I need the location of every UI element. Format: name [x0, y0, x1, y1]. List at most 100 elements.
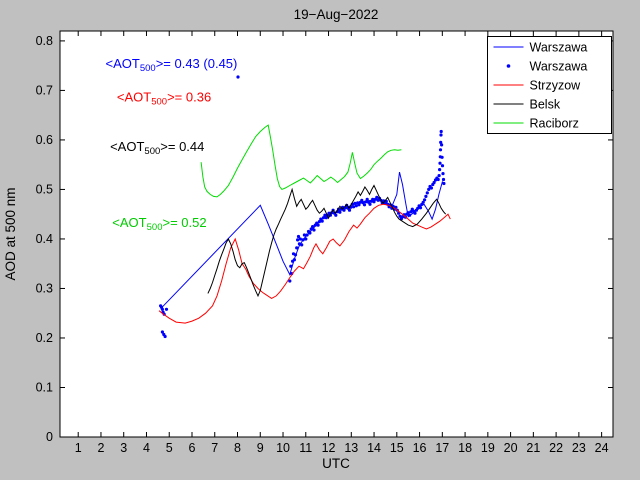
series-warszawa-dots-marker: [354, 204, 358, 208]
series-warszawa-dots-marker: [160, 330, 164, 334]
series-warszawa-dots-marker: [320, 219, 324, 223]
series-warszawa-dots-marker: [352, 205, 356, 209]
x-tick-label: 22: [549, 441, 563, 455]
x-tick-label: 3: [120, 441, 127, 455]
series-warszawa-dots-marker: [439, 129, 443, 134]
series-warszawa-dots-marker: [418, 206, 423, 210]
series-warszawa-dots-marker: [288, 279, 292, 283]
axes-box: [59, 30, 614, 438]
y-tick-label: 0.6: [36, 133, 53, 147]
x-tick-label: 9: [257, 441, 264, 455]
annotation-mean-raciborz: <AOT500>= 0.52: [112, 215, 206, 233]
x-tick-label: 8: [234, 441, 241, 455]
series-warszawa-dots-marker: [357, 203, 361, 207]
series-warszawa-dots-marker: [317, 220, 321, 224]
series-warszawa-dots-marker: [413, 211, 417, 215]
x-tick-label: 4: [143, 441, 150, 455]
x-tick-label: 19: [481, 441, 495, 455]
x-tick-label: 20: [504, 441, 518, 455]
series-warszawa-dots-marker: [440, 155, 444, 159]
series-warszawa-dots-marker: [442, 181, 446, 186]
series-warszawa-dots-marker: [424, 194, 428, 198]
series-warszawa-dots-marker: [321, 216, 326, 220]
series-warszawa-dots-marker: [432, 180, 436, 185]
x-tick-label: 1: [75, 441, 82, 455]
legend-label: Warszawa: [530, 41, 588, 55]
series-warszawa-dots-marker: [236, 75, 240, 79]
annotation-mean-warszawa: <AOT500>= 0.43 (0.45): [106, 56, 238, 74]
series-warszawa-dots-marker: [364, 200, 368, 204]
series-warszawa-dots-marker: [311, 225, 315, 229]
series-warszawa-dots-marker: [360, 198, 364, 202]
x-tick-label: 15: [390, 441, 404, 455]
legend-label: Belsk: [530, 98, 561, 112]
series-warszawa-dots-marker: [164, 307, 169, 311]
legend-marker-sample: [506, 64, 511, 68]
x-tick-label: 21: [526, 441, 540, 455]
series-warszawa-dots-marker: [438, 161, 442, 165]
series-warszawa-dots-marker: [436, 177, 440, 182]
series-warszawa-dots-marker: [437, 174, 441, 178]
series-warszawa-dots-marker: [371, 197, 375, 201]
series-warszawa-dots-marker: [163, 334, 167, 339]
series-warszawa-dots-marker: [289, 264, 293, 268]
series-warszawa-dots-marker: [308, 231, 312, 235]
series-warszawa-dots-marker: [438, 168, 442, 172]
x-tick-label: 11: [299, 441, 312, 455]
x-tick-label: 12: [322, 441, 336, 455]
series-warszawa-dots-marker: [440, 143, 444, 147]
x-axis-label: UTC: [322, 456, 350, 471]
series-warszawa-dots-marker: [295, 246, 299, 250]
series-warszawa-dots-marker: [324, 216, 328, 220]
legend-label: Warszawa: [530, 60, 588, 74]
y-tick-label: 0.4: [36, 232, 53, 246]
x-tick-label: 18: [458, 441, 472, 455]
series-belsk: [207, 184, 447, 298]
series-warszawa-dots-marker: [375, 195, 379, 199]
series-warszawa-dots-marker: [372, 200, 376, 204]
annotation-mean-belsk: <AOT500>= 0.44: [110, 139, 204, 157]
series-warszawa-dots-marker: [316, 223, 320, 227]
chart-title: 19−Aug−2022: [294, 7, 379, 22]
series-warszawa-dots-marker: [423, 198, 427, 202]
y-tick-label: 0.2: [36, 331, 53, 345]
series-warszawa-dots-marker: [416, 206, 420, 210]
y-tick-label: 0.1: [36, 380, 53, 394]
x-tick-label: 2: [97, 441, 104, 455]
series-raciborz: [200, 124, 402, 198]
series-warszawa-dots-marker: [409, 210, 413, 214]
series-warszawa-dots-marker: [398, 214, 402, 218]
series-warszawa-dots-marker: [362, 203, 367, 207]
series-warszawa-dots-marker: [365, 197, 369, 201]
series-warszawa-dots-marker: [347, 208, 352, 212]
series-warszawa-dots-marker: [441, 177, 446, 182]
series-warszawa-dots-marker: [305, 233, 309, 237]
x-tick-label: 7: [211, 441, 218, 455]
y-tick-label: 0.8: [36, 34, 53, 48]
x-tick-label: 5: [166, 441, 173, 455]
x-tick-label: 13: [344, 441, 358, 455]
series-warszawa-dots-marker: [334, 213, 338, 217]
series-warszawa-dots-marker: [300, 243, 304, 247]
y-tick-label: 0.3: [36, 281, 53, 295]
legend: Warszawa Warszawa Strzyzow Belsk Raciborz: [487, 36, 612, 134]
series-warszawa-dots-marker: [338, 210, 342, 214]
x-tick-label: 16: [413, 441, 427, 455]
x-tick-label: 14: [367, 441, 381, 455]
series-warszawa-dots-marker: [301, 238, 305, 242]
legend-label: Raciborz: [530, 117, 579, 131]
y-tick-label: 0: [46, 430, 53, 444]
series-warszawa-dots-marker: [293, 253, 298, 257]
series-warszawa-dots-marker: [323, 213, 327, 217]
series-warszawa-dots-marker: [406, 211, 410, 215]
series-warszawa-dots-marker: [394, 205, 398, 209]
x-tick-label: 10: [276, 441, 290, 455]
series-warszawa-dots-marker: [421, 200, 425, 204]
series-warszawa-dots-marker: [441, 172, 445, 176]
series-warszawa-dots-marker: [368, 202, 372, 206]
series-warszawa-dots-marker: [342, 208, 346, 212]
series-warszawa-dots-marker: [439, 133, 443, 137]
series-warszawa-dots-marker: [309, 227, 313, 231]
series-warszawa-dots-marker: [160, 307, 164, 311]
